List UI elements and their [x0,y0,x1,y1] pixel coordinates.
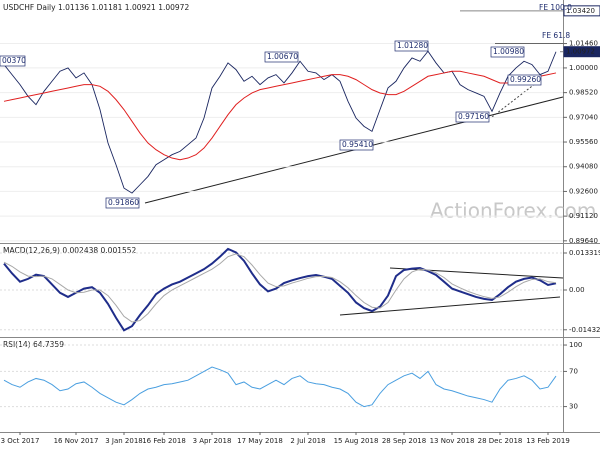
y-tick-label: 30 [569,403,578,411]
annotation-box [455,111,490,123]
annotation: 1.00980 [493,47,524,56]
y-tick-label: 0.013319 [569,249,600,257]
y-tick-label: 0.97040 [569,113,598,121]
x-tick-label: 13 Feb 2019 [526,437,570,445]
annotation: 1.01280 [397,41,428,50]
y-tick-label: 0.92600 [569,187,598,195]
price-marker [563,46,600,58]
x-tick-label: 28 Dec 2018 [478,437,523,445]
y-tick-label: 0.91120 [569,212,598,220]
y-tick-label: 0.94080 [569,163,598,171]
chart-title: USDCHF Daily [3,3,56,12]
annotation-box [394,40,429,52]
y-tick-label: 70 [569,367,578,375]
x-tick-label: 28 Sep 2018 [382,437,426,445]
chart-subtitle: 1.01136 1.01181 1.00921 1.00972 [58,3,189,12]
annotation: 00370 [2,56,26,65]
y-tick-label: 1.00000 [569,64,598,72]
annotation: 0.97160 [458,112,489,121]
x-tick-label: 16 Feb 2018 [142,437,186,445]
x-tick-label: 3 Oct 2017 [1,437,40,445]
y-tick-label: 0.98520 [569,89,598,97]
price-marker [563,5,600,17]
y-tick-label: 0.95560 [569,138,598,146]
series-line [3,253,557,323]
x-tick-label: 3 Jan 2018 [105,437,143,445]
y-tick-label: -0.014323 [569,326,600,334]
x-tick-label: 15 Aug 2018 [334,437,379,445]
annotation: 0.95410 [342,140,373,149]
annotation-box [490,46,525,58]
price-marker-label: 1.00972 [566,48,595,56]
x-tick-label: 16 Nov 2017 [54,437,99,445]
watermark: ActionForex.com [430,199,596,223]
annotation: 0.91860 [108,198,139,207]
y-tick-label: 0.00 [569,286,585,294]
x-tick-label: 13 Nov 2018 [430,437,475,445]
annotation-box [0,55,26,67]
series-line [3,70,557,161]
annotation-box [339,139,374,151]
annotation: 1.00670 [267,52,298,61]
macd-title: MACD(12,26,9) 0.002438 0.001552 [3,246,137,255]
x-tick-label: 3 Apr 2018 [193,437,232,445]
annotation: FE 61.8 [542,31,570,40]
annotation-box [507,74,542,86]
annotation: FE 100.0 [539,3,572,12]
y-tick-label: 1.01460 [569,40,598,48]
annotation-box [105,197,140,209]
series-line [3,366,557,408]
x-tick-label: 17 May 2018 [237,437,283,445]
trend-line [339,296,561,316]
y-tick-label: 0.89640 [569,237,598,245]
series-line [3,50,557,194]
price-marker-label: 1.03420 [566,7,595,15]
annotation-box [264,51,299,63]
rsi-title: RSI(14) 64.7359 [3,340,64,349]
x-tick-label: 2 Jul 2018 [290,437,325,445]
annotation: 0.99260 [510,75,541,84]
y-tick-label: 100 [569,341,582,349]
